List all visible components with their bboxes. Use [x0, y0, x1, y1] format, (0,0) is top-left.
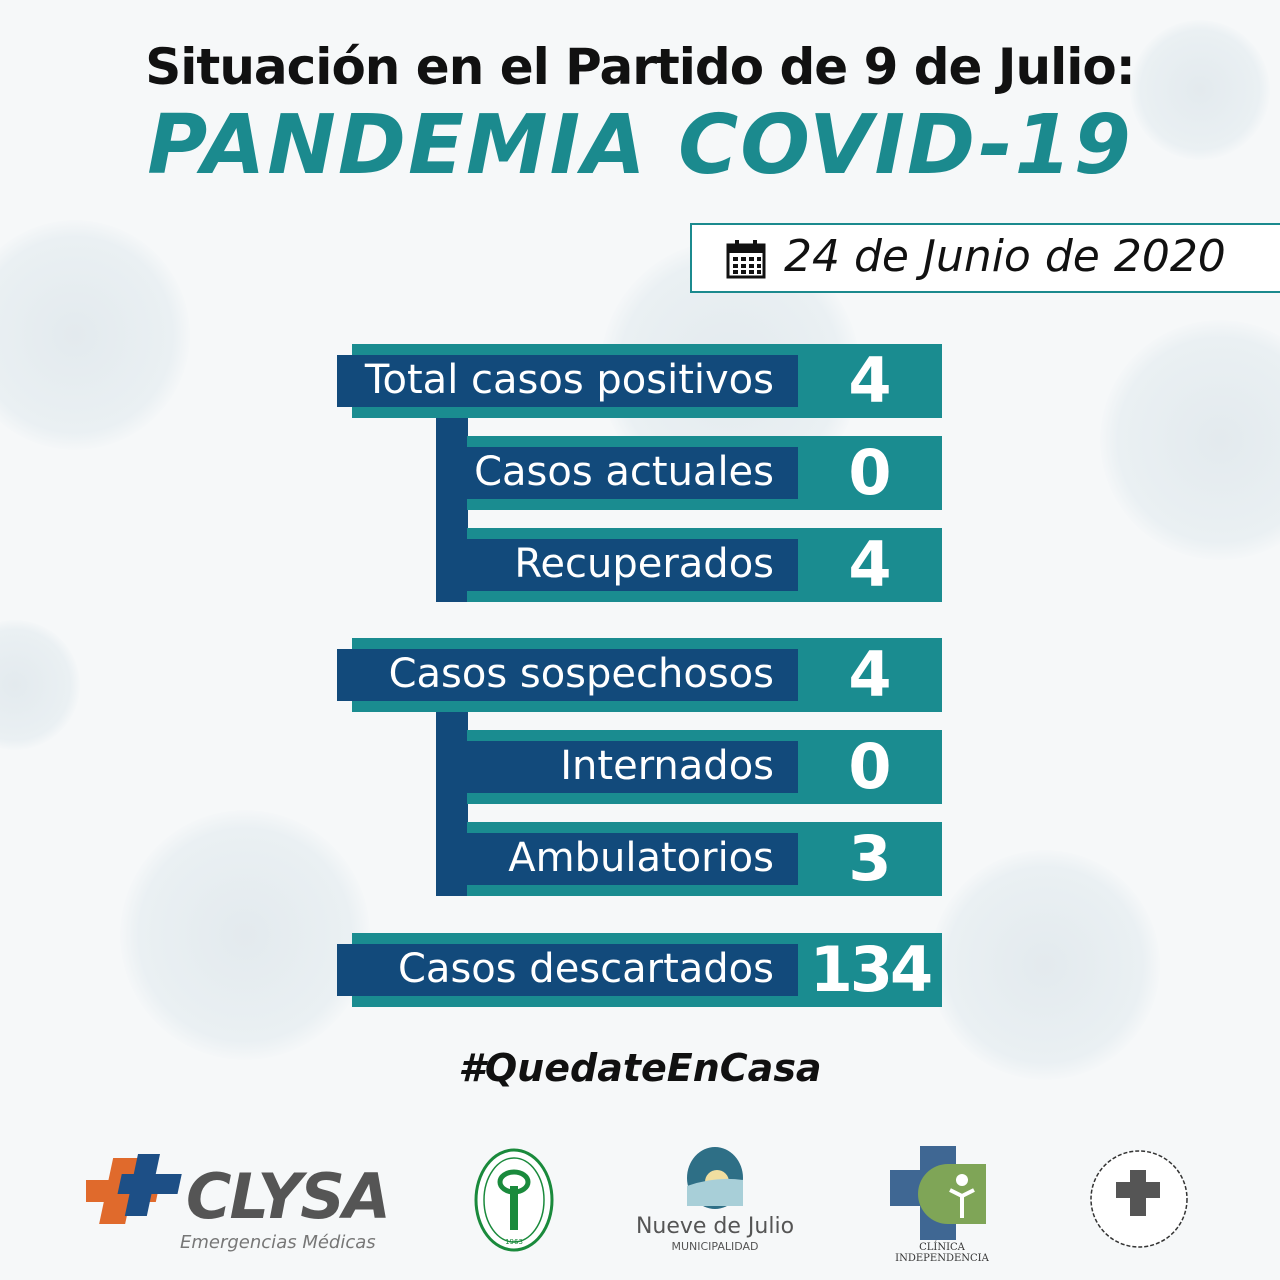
stat-label: Ambulatorios	[467, 833, 798, 885]
stat-value: 4	[848, 528, 892, 601]
stat-label: Casos actuales	[467, 447, 798, 499]
stat-label: Total casos positivos	[337, 355, 798, 407]
virus-decoration	[1130, 20, 1270, 160]
virus-decoration	[0, 220, 190, 450]
clinica-logo: CLÍNICA INDEPENDENCIA	[872, 1146, 1012, 1264]
subtitle: PANDEMIA COVID-19	[147, 98, 1133, 193]
municipalidad-sub: MUNICIPALIDAD	[671, 1240, 759, 1253]
municipalidad-name: Nueve de Julio	[635, 1214, 795, 1239]
calendar-icon	[726, 240, 766, 279]
virus-decoration	[120, 810, 370, 1060]
stat-label: Casos sospechosos	[337, 649, 798, 701]
stat-label: Internados	[467, 741, 798, 793]
virus-decoration	[930, 850, 1160, 1080]
cruz-logo	[1086, 1146, 1192, 1252]
circulo-medico-logo: 1963	[472, 1146, 556, 1254]
stat-label: Recuperados	[467, 539, 798, 591]
stat-value: 0	[848, 436, 892, 509]
cross-hand-emblem-icon	[1090, 1150, 1188, 1248]
stat-value: 4	[848, 638, 892, 711]
title: Situación en el Partido de 9 de Julio:	[145, 38, 1135, 96]
clinica-name: CLÍNICA INDEPENDENCIA	[895, 1242, 989, 1264]
clysa-logo: CLYSA Emergencias Médicas	[86, 1150, 396, 1260]
clysa-name: CLYSA	[186, 1160, 391, 1233]
cross-person-icon	[890, 1146, 986, 1240]
virus-decoration	[1100, 320, 1280, 560]
stat-value: 3	[848, 822, 892, 895]
stat-label: Casos descartados	[337, 944, 798, 996]
stat-value: 0	[848, 730, 892, 803]
sun-wave-icon	[687, 1147, 743, 1209]
caduceus-emblem-icon	[474, 1148, 554, 1252]
hashtag: #QuedateEnCasa	[458, 1046, 822, 1090]
connector	[436, 694, 468, 896]
circulo-year: 1963	[505, 1238, 523, 1246]
date-box: 24 de Junio de 2020	[690, 223, 1280, 293]
stat-value: 4	[848, 344, 892, 417]
cross-icon	[86, 1154, 182, 1224]
stat-value: 134	[809, 933, 933, 1006]
date-text: 24 de Junio de 2020	[784, 231, 1226, 282]
municipalidad-logo: Nueve de Julio MUNICIPALIDAD	[630, 1146, 800, 1256]
clysa-tagline: Emergencias Médicas	[180, 1232, 376, 1253]
virus-decoration	[0, 620, 80, 750]
connector	[436, 400, 468, 602]
